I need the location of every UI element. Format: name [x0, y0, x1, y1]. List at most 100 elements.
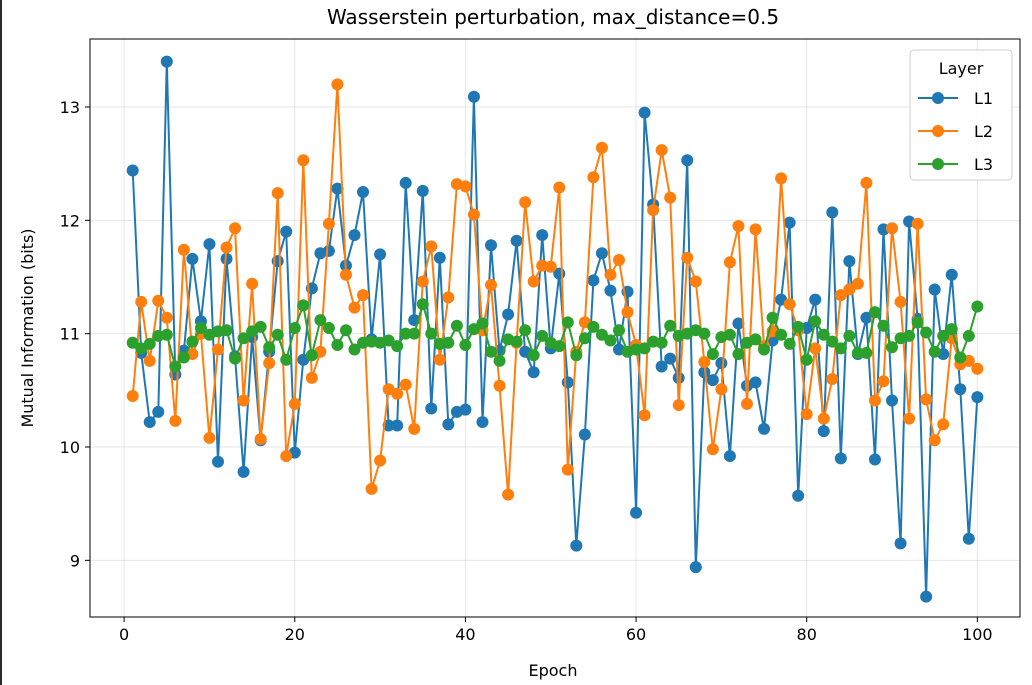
data-point-l2: [937, 418, 950, 431]
y-tick-label: 12: [60, 211, 80, 230]
data-point-l3: [186, 335, 199, 348]
data-point-l1: [433, 251, 446, 264]
data-point-l1: [459, 403, 472, 416]
data-point-l2: [160, 311, 173, 324]
data-point-l1: [706, 374, 719, 387]
data-point-l3: [655, 336, 668, 349]
data-point-l1: [749, 376, 762, 389]
data-point-l3: [536, 329, 549, 342]
data-point-l1: [502, 308, 515, 321]
data-point-l2: [800, 408, 813, 421]
data-point-l2: [911, 217, 924, 230]
data-point-l3: [399, 327, 412, 340]
data-point-l2: [868, 394, 881, 407]
data-point-l1: [595, 247, 608, 260]
data-point-l3: [382, 334, 395, 347]
data-point-l2: [357, 289, 370, 302]
data-point-l1: [792, 489, 805, 502]
data-point-l1: [280, 225, 293, 238]
data-point-l3: [177, 351, 190, 364]
x-axis-label: Epoch: [529, 661, 578, 680]
data-point-l2: [143, 354, 156, 367]
data-point-l2: [928, 434, 941, 447]
data-point-l3: [758, 343, 771, 356]
data-point-l1: [630, 506, 643, 519]
data-point-l3: [578, 332, 591, 345]
data-point-l1: [732, 317, 745, 330]
data-point-l3: [604, 334, 617, 347]
data-point-l3: [237, 332, 250, 345]
data-point-l3: [834, 342, 847, 355]
data-point-l3: [288, 322, 301, 334]
data-point-l3: [766, 311, 779, 324]
data-point-l3: [920, 326, 933, 339]
data-point-l3: [638, 342, 651, 355]
data-point-l3: [553, 340, 566, 353]
data-point-l1: [672, 371, 685, 384]
data-point-l2: [263, 357, 276, 370]
data-point-l2: [664, 191, 677, 204]
data-point-l1: [783, 216, 796, 229]
data-point-l2: [809, 342, 822, 355]
x-tick-label: 0: [119, 625, 129, 644]
data-point-l2: [408, 422, 421, 435]
data-point-l2: [740, 397, 753, 410]
data-point-l2: [169, 414, 182, 427]
data-point-l1: [954, 383, 967, 396]
data-point-l2: [886, 222, 899, 235]
data-point-l2: [527, 275, 540, 288]
data-point-l1: [442, 418, 455, 431]
data-point-l3: [612, 324, 625, 337]
data-point-l2: [706, 443, 719, 456]
data-point-l3: [322, 322, 335, 334]
data-point-l3: [263, 341, 276, 354]
data-point-l1: [561, 376, 574, 389]
data-point-l3: [783, 337, 796, 350]
data-point-l1: [186, 252, 199, 265]
legend-items: L1 L2 L3: [918, 89, 993, 174]
data-point-l2: [288, 397, 301, 410]
data-point-l1: [485, 239, 498, 252]
data-point-l3: [868, 306, 881, 319]
data-point-l3: [732, 348, 745, 361]
data-point-l3: [860, 346, 873, 359]
data-point-l3: [698, 327, 711, 340]
data-point-l3: [271, 328, 284, 341]
series-layer: [126, 55, 984, 603]
data-point-l3: [817, 328, 830, 341]
x-tick-label: 60: [626, 625, 646, 644]
data-point-l2: [493, 379, 506, 392]
data-point-l2: [374, 454, 387, 467]
data-point-l2: [399, 378, 412, 391]
data-point-l2: [211, 343, 224, 356]
y-tick-label: 10: [60, 438, 80, 457]
data-point-l3: [339, 324, 352, 337]
data-point-l3: [971, 300, 984, 313]
data-point-l2: [433, 353, 446, 366]
data-point-l1: [817, 425, 830, 438]
legend-marker-l1: [932, 92, 944, 104]
data-point-l2: [715, 383, 728, 396]
series-l3: [126, 298, 984, 373]
data-point-l2: [775, 172, 788, 185]
data-point-l3: [331, 339, 344, 351]
plot-area: [89, 38, 1021, 618]
data-point-l1: [527, 366, 540, 379]
data-point-l2: [305, 371, 318, 384]
data-point-l2: [467, 208, 480, 221]
data-point-l3: [843, 329, 856, 342]
data-point-l1: [211, 455, 224, 468]
data-point-l2: [135, 295, 148, 308]
data-point-l3: [903, 329, 916, 342]
data-point-l1: [723, 450, 736, 463]
data-point-l3: [314, 314, 327, 327]
data-point-l2: [485, 278, 498, 291]
data-point-l1: [143, 416, 156, 429]
data-point-l3: [391, 340, 404, 353]
data-point-l2: [612, 254, 625, 266]
data-point-l1: [834, 452, 847, 465]
data-point-l1: [570, 539, 583, 552]
data-point-l3: [126, 336, 139, 349]
